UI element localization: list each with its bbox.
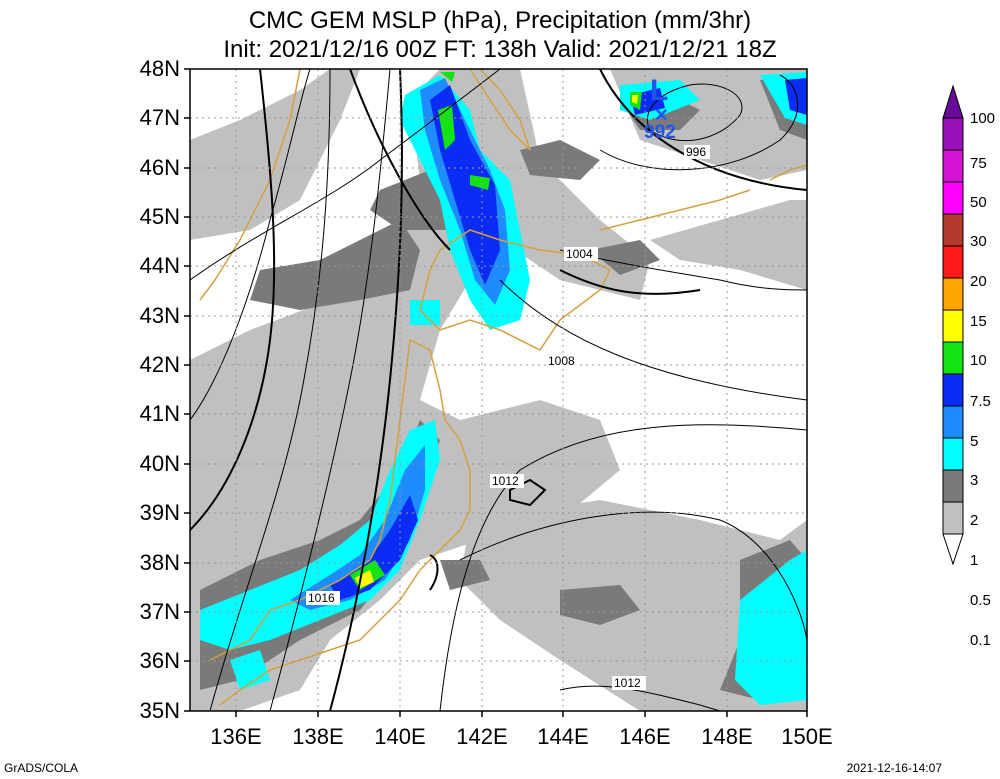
colorbar-label: 10 bbox=[970, 352, 987, 369]
isobar-label: 1016 bbox=[308, 591, 335, 605]
lon-label: 146E bbox=[619, 724, 671, 749]
lat-label: 35N bbox=[139, 698, 180, 723]
lon-label: 150E bbox=[781, 724, 833, 749]
isobar-label: 1008 bbox=[548, 354, 575, 368]
colorbar-label: 30 bbox=[970, 233, 987, 250]
lat-label: 40N bbox=[139, 451, 180, 476]
isobar-label: 996 bbox=[686, 145, 706, 159]
colorbar-top-arrow-icon bbox=[942, 84, 964, 119]
lat-label: 38N bbox=[139, 550, 180, 575]
chart-title: CMC GEM MSLP (hPa), Precipitation (mm/3h… bbox=[248, 7, 752, 34]
graticule bbox=[190, 69, 807, 711]
isobar-label: 1012 bbox=[492, 474, 519, 488]
colorbar-label: 7.5 bbox=[970, 393, 991, 410]
lon-label: 148E bbox=[701, 724, 753, 749]
colorbar-label: 5 bbox=[970, 433, 979, 450]
lat-label: 44N bbox=[139, 253, 180, 278]
chart-subtitle: Init: 2021/12/16 00Z FT: 138h Valid: 202… bbox=[223, 36, 777, 63]
colorbar-label: 3 bbox=[970, 472, 979, 489]
colorbar-label: 20 bbox=[970, 273, 987, 290]
colorbar-label: 75 bbox=[970, 155, 987, 172]
lat-label: 37N bbox=[139, 599, 180, 624]
colorbar-label: 1 bbox=[970, 552, 979, 569]
colorbar-label: 0.5 bbox=[970, 592, 991, 609]
isobar-label: 1004 bbox=[566, 247, 593, 261]
lon-label: 144E bbox=[537, 724, 589, 749]
colorbar bbox=[942, 84, 964, 566]
colorbar-label: 0.1 bbox=[970, 632, 991, 649]
lon-label: 142E bbox=[456, 724, 508, 749]
credit-text: GrADS/COLA bbox=[4, 761, 79, 775]
lat-label: 45N bbox=[139, 204, 180, 229]
colorbar-label: 15 bbox=[970, 313, 987, 330]
lon-label: 138E bbox=[292, 724, 344, 749]
low-marker-icon: × bbox=[655, 102, 668, 127]
lat-label: 47N bbox=[139, 105, 180, 130]
lat-label: 41N bbox=[139, 401, 180, 426]
lat-label: 46N bbox=[139, 155, 180, 180]
lon-label: 140E bbox=[374, 724, 426, 749]
lat-label: 48N bbox=[139, 56, 180, 81]
colorbar-label: 2 bbox=[970, 512, 979, 529]
isobar-label: 1012 bbox=[614, 676, 641, 690]
colorbar-label: 100 bbox=[970, 110, 996, 127]
low-symbol: L bbox=[650, 74, 668, 107]
colorbar-bottom-arrow-icon bbox=[942, 533, 964, 566]
low-pressure-center: L × 992 bbox=[644, 74, 676, 143]
colorbar-label: 50 bbox=[970, 194, 987, 211]
lat-label: 43N bbox=[139, 303, 180, 328]
lon-label: 136E bbox=[210, 724, 262, 749]
low-pressure-value: 992 bbox=[644, 122, 676, 143]
precip-layer bbox=[190, 69, 807, 711]
lat-label: 36N bbox=[139, 648, 180, 673]
lat-label: 42N bbox=[139, 352, 180, 377]
timestamp-text: 2021-12-16-14:07 bbox=[846, 761, 942, 775]
lat-label: 39N bbox=[139, 500, 180, 525]
map-frame bbox=[189, 68, 808, 712]
